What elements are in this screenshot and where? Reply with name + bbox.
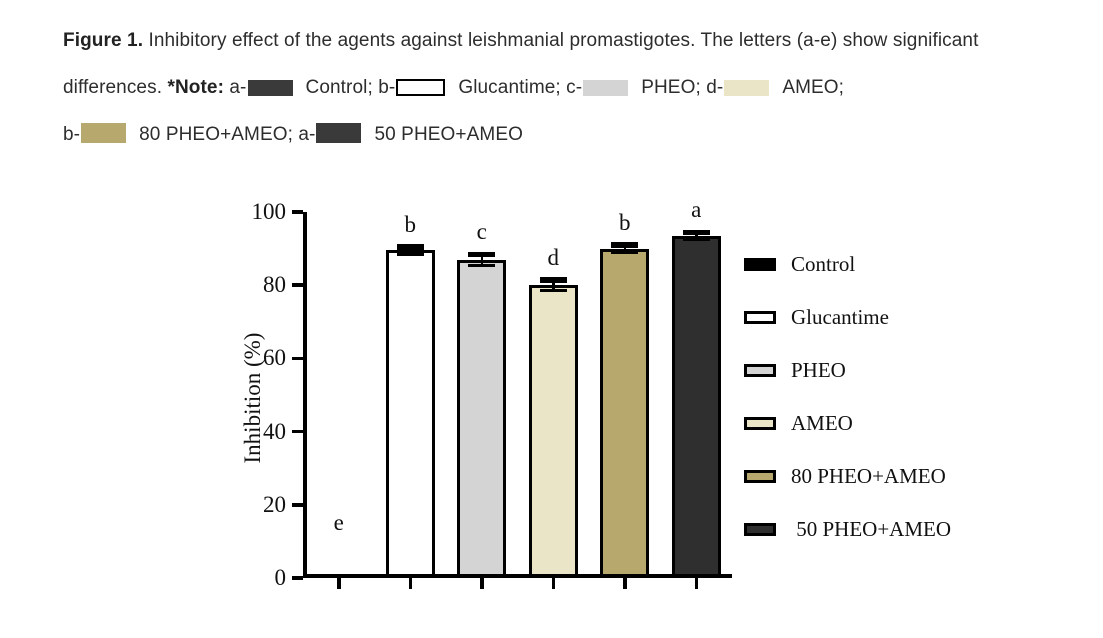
legend-label: 80 PHEO+AMEO xyxy=(791,464,946,488)
caption-color-swatch xyxy=(583,80,629,96)
bar-80-pheo-ameo xyxy=(600,248,650,578)
caption-line: b- 80 PHEO+AMEO; a- 50 PHEO+AMEO xyxy=(63,122,1063,147)
y-axis-tick-label: 60 xyxy=(263,345,286,371)
legend-item-pheo: PHEO xyxy=(744,358,951,383)
caption-line: differences. *Note: a- Control; b- Glucant… xyxy=(63,75,1063,100)
caption-line: Figure 1. Inhibitory effect of the agent… xyxy=(63,28,1063,53)
x-axis-tick xyxy=(337,578,341,589)
caption-color-swatch xyxy=(81,123,127,143)
error-bar-bottom-cap xyxy=(682,237,710,241)
error-bar-top-cap xyxy=(611,242,639,248)
y-axis-tick xyxy=(292,576,303,580)
caption-color-swatch xyxy=(396,79,446,96)
significance-letter: d xyxy=(547,244,560,270)
legend-item-80-pheo-ameo: 80 PHEO+AMEO xyxy=(744,464,951,489)
y-axis-tick xyxy=(292,210,303,214)
legend-label: Control xyxy=(791,252,856,276)
y-axis-tick-label: 100 xyxy=(251,199,287,224)
legend-swatch xyxy=(744,364,776,377)
x-axis-tick xyxy=(551,578,555,589)
bar-ameo xyxy=(528,285,578,578)
legend-swatch xyxy=(744,523,776,536)
legend-item-50-pheo-ameo: 50 PHEO+AMEO xyxy=(744,517,951,542)
error-bar-whisker xyxy=(409,246,412,255)
legend-swatch xyxy=(744,417,776,430)
caption-text: 50 PHEO+AMEO xyxy=(374,124,523,145)
caption-text: 80 PHEO+AMEO; a- xyxy=(139,124,316,145)
error-bar-bottom-cap xyxy=(611,250,639,254)
x-axis-tick xyxy=(694,578,698,589)
y-axis-tick-label: 0 xyxy=(274,565,287,590)
y-axis-tick xyxy=(292,429,303,434)
bar-glucantime xyxy=(385,250,435,578)
caption-text: Glucantime; c- xyxy=(458,77,583,98)
y-axis-tick-label: 40 xyxy=(263,418,286,444)
legend-label: PHEO xyxy=(791,358,846,382)
legend-swatch xyxy=(744,311,776,324)
bar-50-pheo-ameo xyxy=(671,235,721,578)
significance-letter: c xyxy=(476,219,487,245)
y-axis-tick-label: 80 xyxy=(263,272,286,298)
error-bar-top-cap xyxy=(396,244,424,250)
chart-legend: Control Glucantime PHEO AMEO 80 PHEO+AMEO 50… xyxy=(744,252,951,570)
caption-text: PHEO; d- xyxy=(641,77,724,98)
caption-bold-text: Figure 1. xyxy=(63,30,144,51)
legend-swatch xyxy=(744,470,776,483)
caption-text: a- xyxy=(224,77,247,98)
error-bar-whisker xyxy=(695,232,698,240)
y-axis-tick xyxy=(292,356,303,361)
legend-item-glucantime: Glucantime xyxy=(744,305,951,330)
significance-letter: a xyxy=(691,197,702,223)
significance-letter: e xyxy=(333,510,344,535)
legend-label: 50 PHEO+AMEO xyxy=(791,517,952,541)
significance-letter: b xyxy=(404,211,417,237)
figure-caption: Figure 1. Inhibitory effect of the agent… xyxy=(63,28,1063,169)
x-axis-tick xyxy=(408,578,412,589)
error-bar-top-cap xyxy=(468,251,496,258)
error-bar-bottom-cap xyxy=(468,263,496,267)
x-axis-tick xyxy=(480,578,484,589)
y-axis-tick xyxy=(292,503,303,507)
x-axis-line xyxy=(303,574,732,578)
caption-bold-text: *Note: xyxy=(167,77,225,98)
significance-letter: b xyxy=(619,209,631,235)
legend-label: AMEO xyxy=(791,411,853,435)
error-bar-top-cap xyxy=(539,277,567,283)
caption-color-swatch xyxy=(724,80,770,96)
plot-area: 0 20 40 60 80 100 e b c d b a xyxy=(252,197,732,590)
caption-text: Inhibitory effect of the agents against … xyxy=(143,30,979,51)
caption-text: Control; b- xyxy=(305,77,396,98)
legend-item-control: Control xyxy=(744,252,951,277)
caption-color-swatch xyxy=(316,123,362,143)
error-bar-whisker xyxy=(480,254,483,266)
bar-pheo xyxy=(457,259,507,578)
error-bar-whisker xyxy=(552,279,555,291)
caption-text: AMEO; xyxy=(782,77,845,98)
x-axis-tick xyxy=(623,578,627,589)
legend-item-ameo: AMEO xyxy=(744,411,951,436)
legend-label: Glucantime xyxy=(791,305,889,329)
error-bar-whisker xyxy=(623,244,626,253)
y-axis-tick xyxy=(292,283,303,287)
error-bar-top-cap xyxy=(682,229,710,236)
y-axis-tick-label: 20 xyxy=(263,491,286,517)
caption-text: b- xyxy=(63,124,81,145)
error-bar-bottom-cap xyxy=(539,289,567,293)
error-bar-bottom-cap xyxy=(396,252,424,256)
caption-color-swatch xyxy=(247,80,293,96)
y-axis-line xyxy=(303,212,307,578)
caption-text: differences. xyxy=(63,77,168,98)
legend-swatch xyxy=(744,258,776,271)
